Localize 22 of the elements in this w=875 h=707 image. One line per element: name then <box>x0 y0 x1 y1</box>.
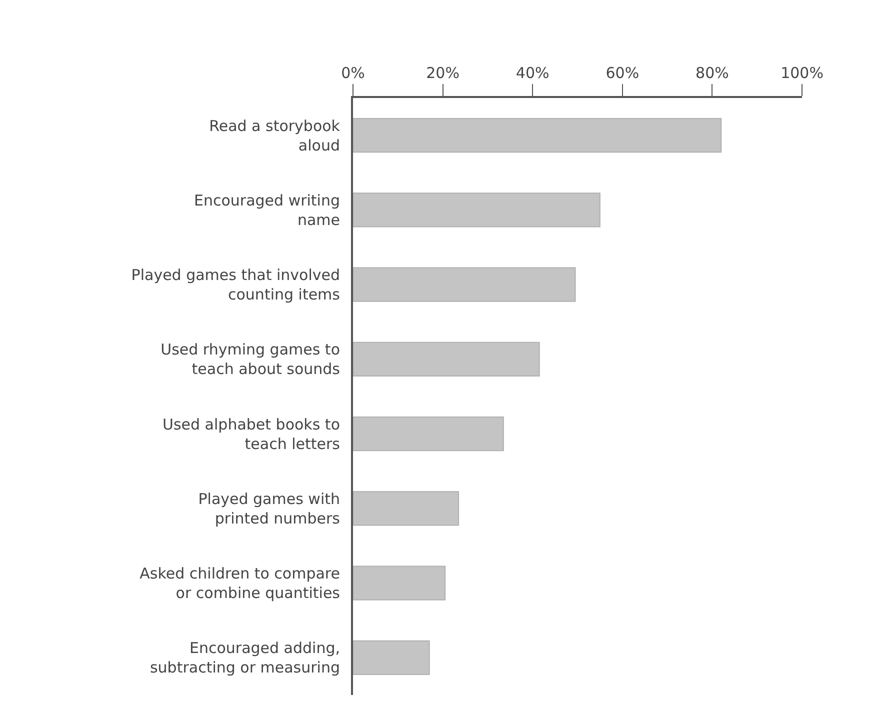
y-tick-label: Played games that involved counting items <box>131 266 340 304</box>
bar <box>353 118 722 153</box>
x-tick-label: 80% <box>696 64 729 82</box>
y-tick-label: Used rhyming games to teach about sounds <box>160 340 340 378</box>
bar <box>353 640 430 675</box>
x-tick-label: 20% <box>426 64 460 82</box>
bar <box>353 192 600 228</box>
x-tick-label: 40% <box>516 64 550 82</box>
bar <box>353 566 446 600</box>
bar <box>353 342 540 376</box>
y-tick-label: Played games with printed numbers <box>198 490 340 528</box>
x-tick-label: 60% <box>606 64 640 82</box>
y-tick-label: Encouraged writing name <box>194 191 340 229</box>
y-tick-label: Asked children to compare or combine quantities <box>140 564 340 602</box>
x-tick-label: 100% <box>780 64 824 82</box>
bar <box>353 416 504 452</box>
bar <box>353 267 576 302</box>
x-tick-label: 0% <box>341 64 365 82</box>
y-tick-label: Used alphabet books to teach letters <box>162 415 340 453</box>
bar <box>353 491 460 526</box>
y-tick-label: Read a storybook aloud <box>209 116 340 154</box>
y-tick-label: Encouraged adding, subtracting or measuring <box>150 639 340 677</box>
